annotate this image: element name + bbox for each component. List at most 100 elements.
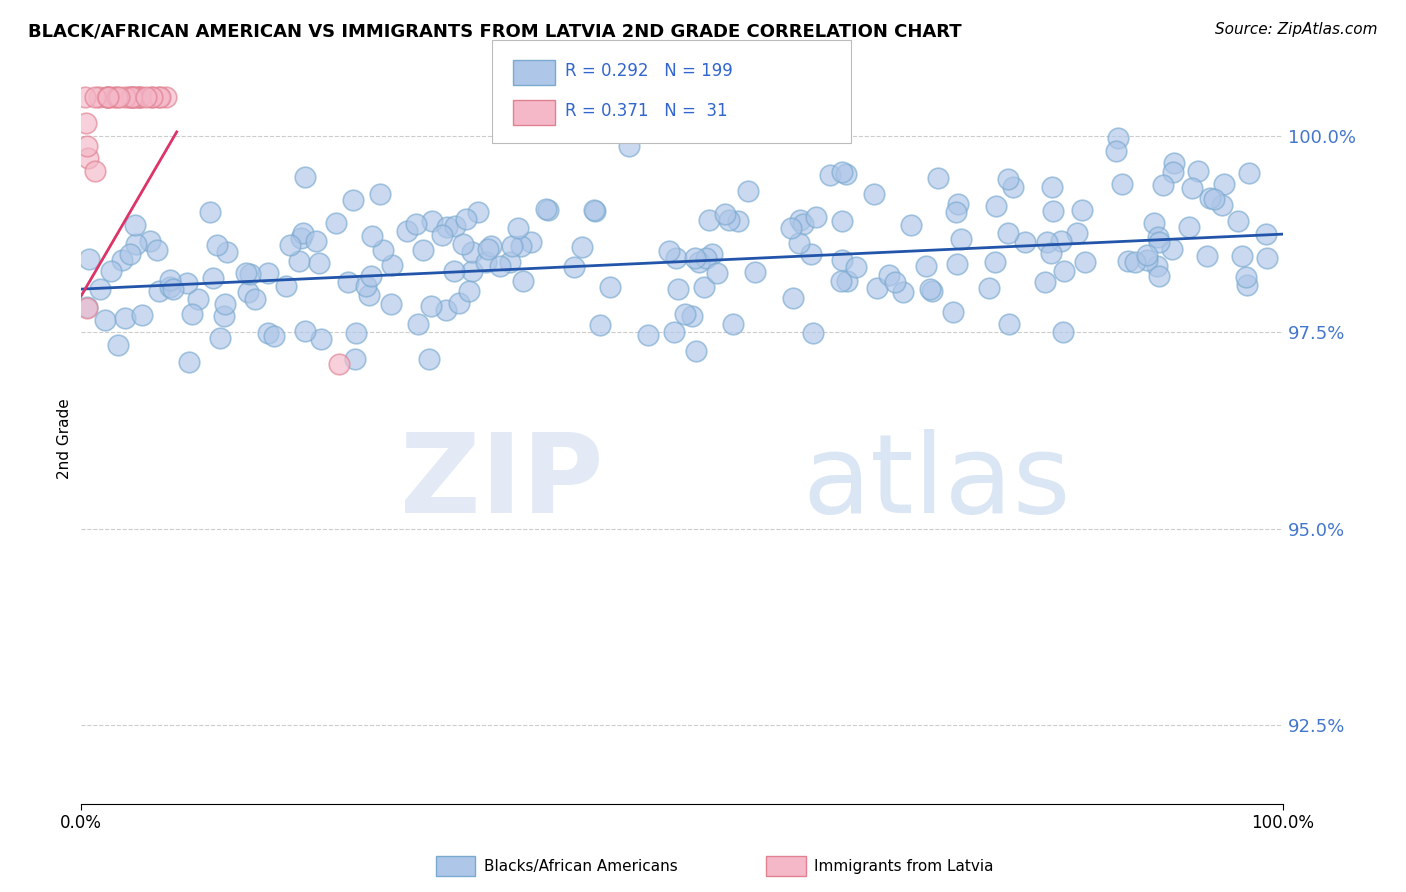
Point <box>921 285 943 299</box>
Text: ZIP: ZIP <box>401 429 603 536</box>
Point <box>837 274 859 288</box>
Point <box>915 259 938 273</box>
Text: atlas: atlas <box>801 429 1070 536</box>
Point <box>818 168 841 182</box>
Point <box>205 238 228 252</box>
Point <box>685 344 707 359</box>
Point <box>75 89 97 103</box>
Point <box>1136 252 1159 267</box>
Point <box>1036 235 1059 250</box>
Point <box>1234 270 1257 285</box>
Point <box>920 282 942 296</box>
Point <box>460 245 482 260</box>
Point <box>1146 259 1168 273</box>
Point <box>1040 180 1063 194</box>
Point <box>97 89 120 103</box>
Point <box>77 252 100 266</box>
Point <box>124 218 146 232</box>
Point <box>238 285 260 299</box>
Point <box>177 354 200 368</box>
Point <box>501 238 523 252</box>
Point <box>1178 220 1201 235</box>
Point <box>181 306 204 320</box>
Point <box>589 318 612 332</box>
Point <box>688 255 710 269</box>
Point <box>336 275 359 289</box>
Point <box>434 302 457 317</box>
Point <box>288 253 311 268</box>
Point <box>83 89 105 103</box>
Point <box>187 292 209 306</box>
Point <box>141 89 163 103</box>
Point <box>1052 325 1074 339</box>
Point <box>290 231 312 245</box>
Point <box>381 258 404 272</box>
Point <box>373 243 395 257</box>
Point <box>835 168 858 182</box>
Point <box>451 236 474 251</box>
Point <box>891 285 914 299</box>
Point <box>1199 191 1222 205</box>
Point <box>1053 263 1076 277</box>
Point <box>380 296 402 310</box>
Point <box>395 225 418 239</box>
Point <box>1236 277 1258 292</box>
Point <box>159 272 181 286</box>
Point <box>125 237 148 252</box>
Point <box>845 260 868 274</box>
Point <box>1042 204 1064 219</box>
Point <box>1125 254 1147 268</box>
Point <box>664 325 686 339</box>
Point <box>1147 230 1170 244</box>
Point <box>668 282 690 296</box>
Point <box>683 251 706 265</box>
Point <box>108 89 131 103</box>
Point <box>997 226 1019 240</box>
Point <box>120 89 142 103</box>
Point <box>617 138 640 153</box>
Point <box>1001 179 1024 194</box>
Point <box>159 279 181 293</box>
Point <box>997 172 1019 186</box>
Point <box>1161 165 1184 179</box>
Point <box>1143 215 1166 229</box>
Point <box>356 279 378 293</box>
Point <box>1149 269 1171 284</box>
Point <box>257 326 280 340</box>
Point <box>100 264 122 278</box>
Point <box>884 275 907 289</box>
Point <box>800 247 823 261</box>
Point <box>214 309 236 323</box>
Point <box>235 266 257 280</box>
Point <box>243 292 266 306</box>
Point <box>111 252 134 267</box>
Point <box>405 217 427 231</box>
Point <box>103 89 125 103</box>
Point <box>1149 235 1171 249</box>
Point <box>122 89 145 103</box>
Point <box>305 234 328 248</box>
Point <box>1033 275 1056 289</box>
Point <box>217 244 239 259</box>
Point <box>599 280 621 294</box>
Point <box>360 268 382 283</box>
Point <box>1111 177 1133 191</box>
Point <box>419 300 441 314</box>
Point <box>1256 251 1278 265</box>
Point <box>637 328 659 343</box>
Point <box>342 193 364 207</box>
Point <box>673 307 696 321</box>
Point <box>571 240 593 254</box>
Point <box>408 317 430 331</box>
Point <box>444 219 467 234</box>
Point <box>1104 144 1126 158</box>
Point <box>986 199 1008 213</box>
Point <box>343 351 366 366</box>
Point <box>155 89 177 103</box>
Point <box>718 213 741 227</box>
Text: R = 0.371   N =  31: R = 0.371 N = 31 <box>565 103 728 120</box>
Point <box>146 243 169 257</box>
Point <box>927 171 949 186</box>
Point <box>76 301 98 315</box>
Point <box>713 206 735 220</box>
